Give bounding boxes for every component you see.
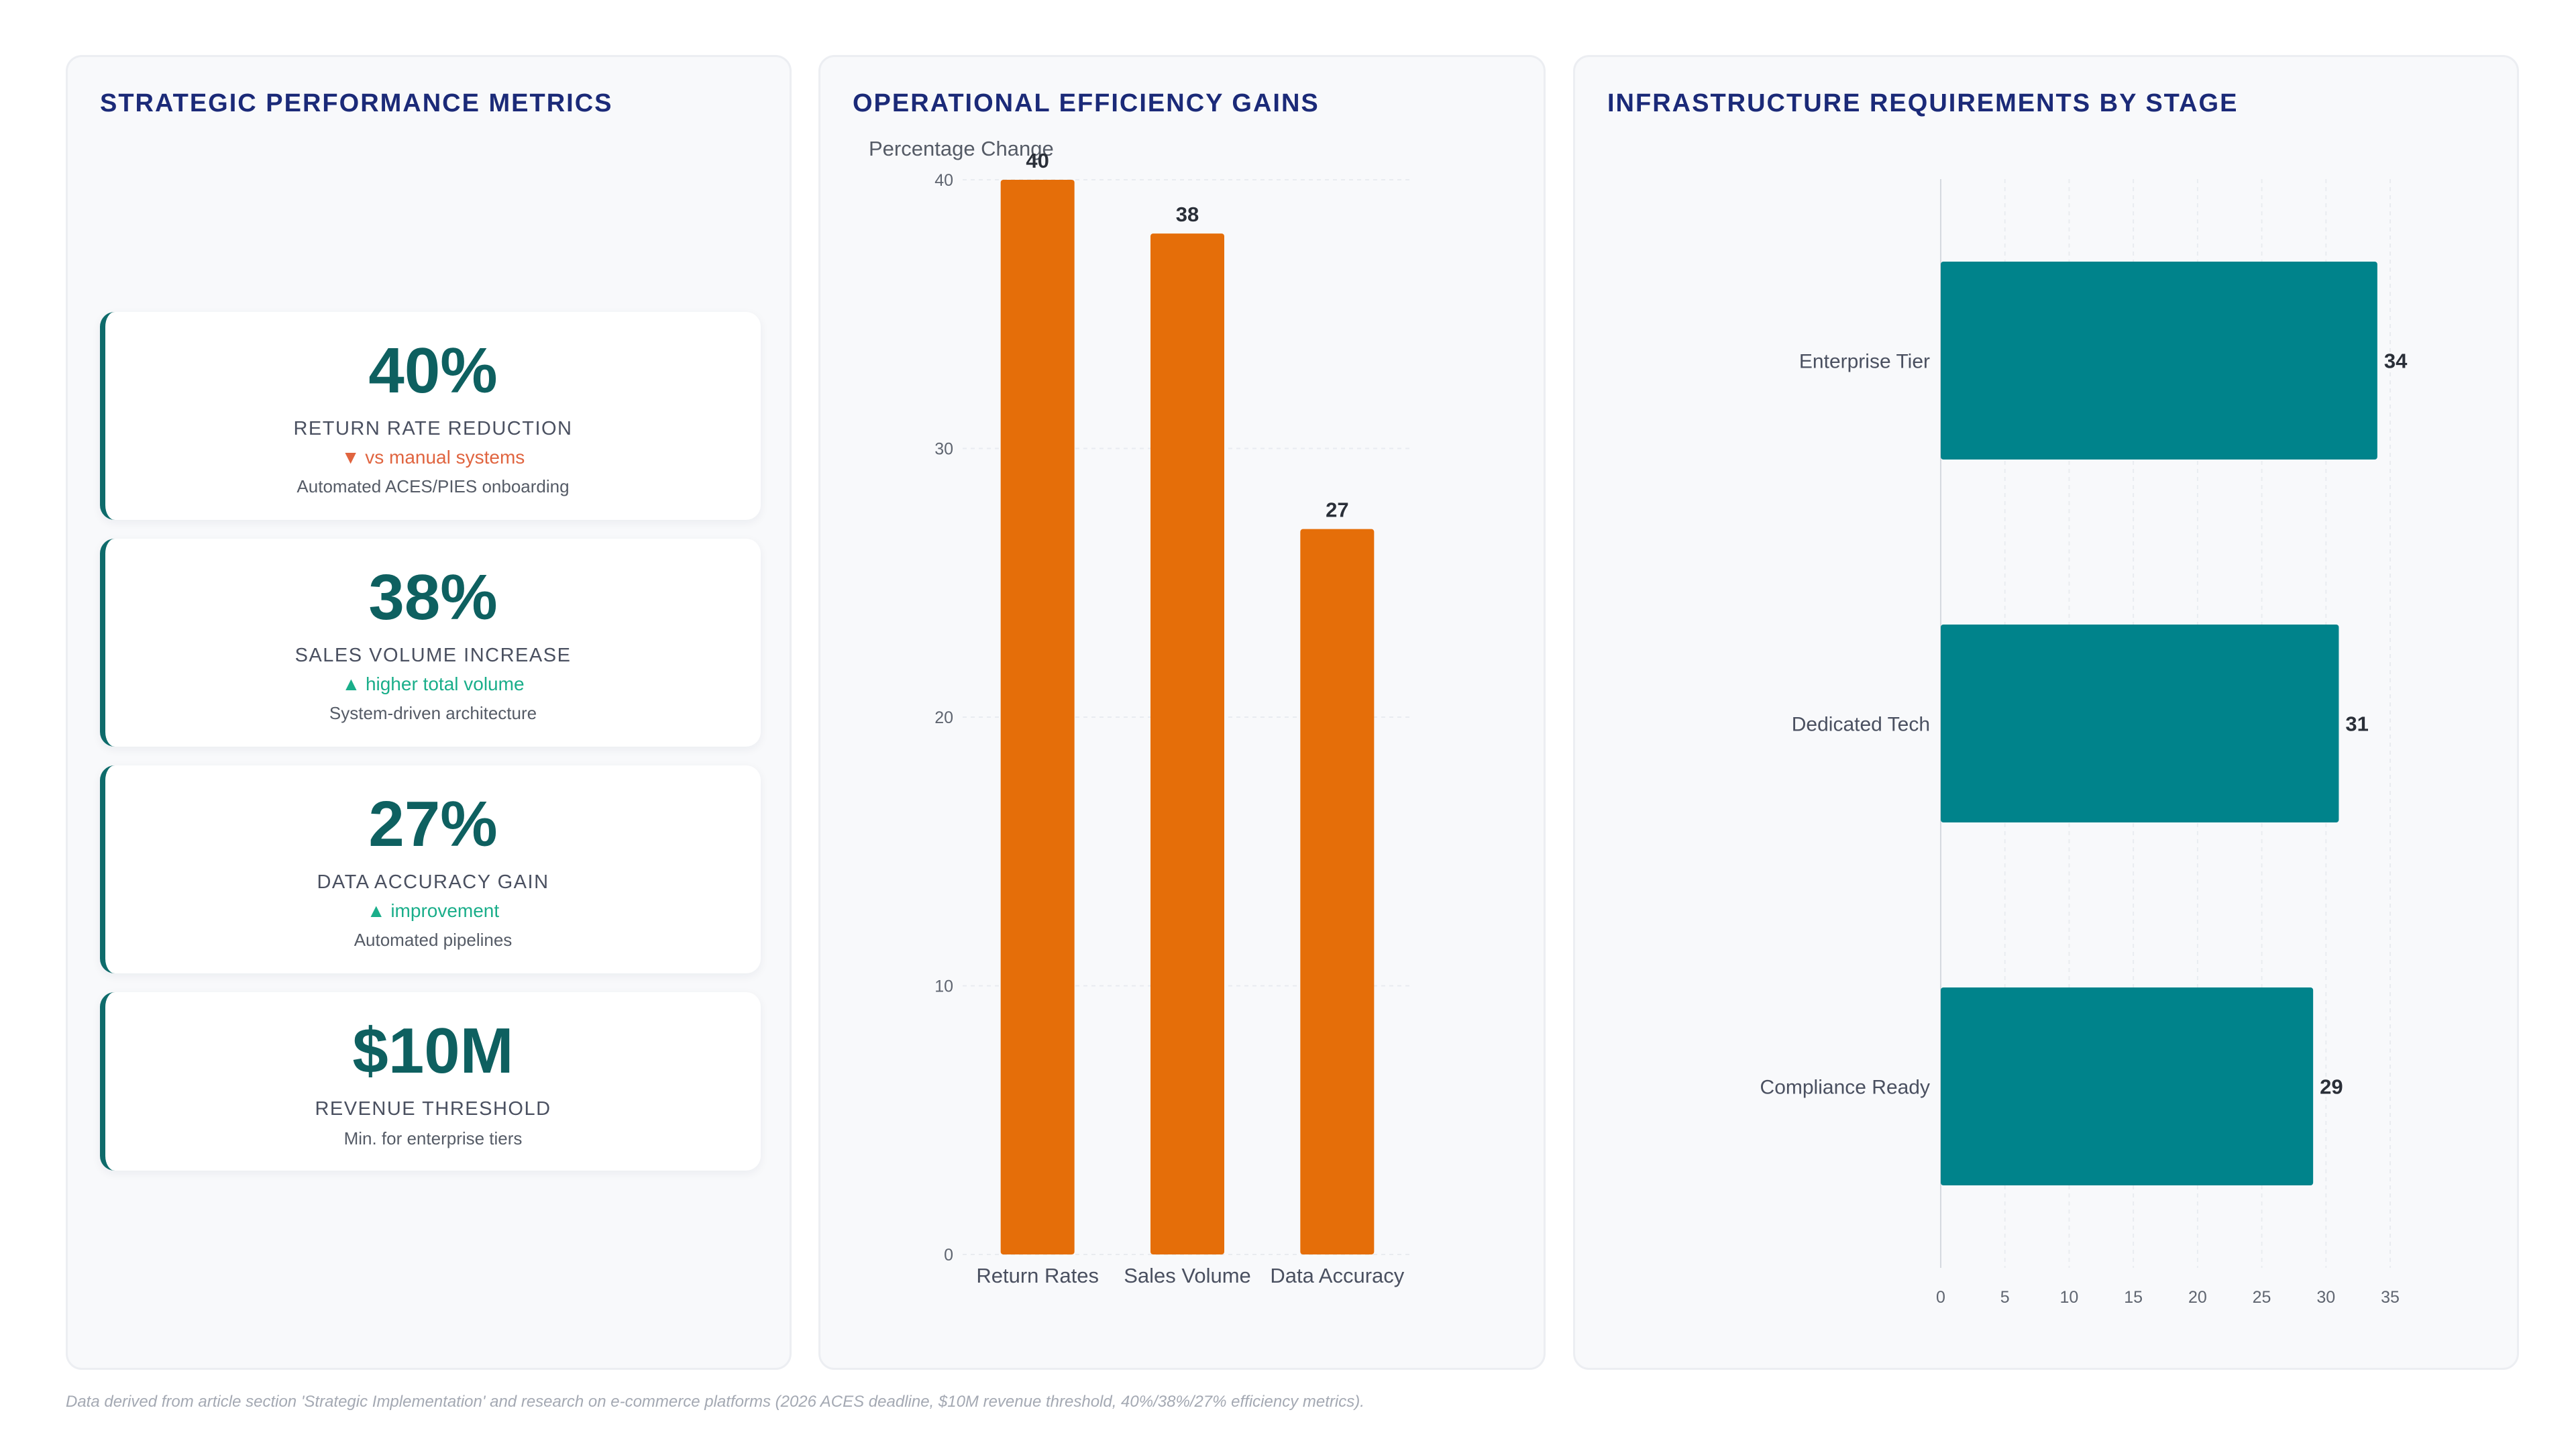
x-tick-label: 0 bbox=[1936, 1288, 1945, 1307]
bar-return-rates bbox=[1000, 180, 1075, 1254]
metric-trend: ▲ higher total volume bbox=[341, 674, 525, 694]
bar-enterprise-tier bbox=[1941, 262, 2377, 460]
efficiency-panel: OPERATIONAL EFFICIENCY GAINS Percentage … bbox=[818, 55, 1546, 1370]
x-tick-label: 10 bbox=[2060, 1288, 2079, 1307]
metric-card-revenue-threshold: $10M REVENUE THRESHOLD Min. for enterpri… bbox=[100, 992, 761, 1171]
y-tick-label: Enterprise Tier bbox=[1799, 351, 1930, 373]
data-label: 34 bbox=[2384, 350, 2408, 373]
bar-sales-volume bbox=[1150, 233, 1224, 1255]
data-label: 38 bbox=[1176, 203, 1199, 226]
infrastructure-bar-chart: 0 5 10 15 20 25 30 35 34 Enterprise Tier 31 Dedicat… bbox=[1760, 179, 2408, 1307]
bar-compliance-ready bbox=[1941, 987, 2314, 1185]
metric-label: RETURN RATE REDUCTION bbox=[293, 418, 573, 439]
metric-value: 40% bbox=[368, 335, 498, 407]
metrics-panel: STRATEGIC PERFORMANCE METRICS 40% RETURN… bbox=[66, 55, 792, 1370]
metric-value: 27% bbox=[368, 788, 498, 860]
metric-note: Min. for enterprise tiers bbox=[343, 1128, 523, 1148]
metric-label: DATA ACCURACY GAIN bbox=[317, 871, 549, 893]
x-tick-label: 5 bbox=[2000, 1288, 2010, 1307]
y-tick-label: 10 bbox=[934, 977, 953, 996]
x-tick-label: Sales Volume bbox=[1124, 1264, 1251, 1287]
infrastructure-panel-title: INFRASTRUCTURE REQUIREMENTS BY STAGE bbox=[1607, 89, 2239, 117]
metric-label: REVENUE THRESHOLD bbox=[315, 1098, 551, 1120]
x-tick-label: Data Accuracy bbox=[1270, 1264, 1404, 1287]
efficiency-panel-title: OPERATIONAL EFFICIENCY GAINS bbox=[853, 89, 1320, 117]
x-tick-label: 20 bbox=[2188, 1288, 2207, 1307]
bar-dedicated-tech bbox=[1941, 625, 2339, 822]
y-tick-label: 40 bbox=[934, 171, 953, 190]
efficiency-bar-chart: Percentage Change 0 10 20 30 40 40 Return Rates… bbox=[869, 137, 1412, 1287]
metrics-panel-title: STRATEGIC PERFORMANCE METRICS bbox=[100, 89, 613, 117]
metric-value: $10M bbox=[352, 1015, 514, 1087]
metric-note: Automated ACES/PIES onboarding bbox=[297, 476, 570, 496]
y-tick-label: 20 bbox=[934, 708, 953, 727]
bar-data-accuracy bbox=[1300, 529, 1375, 1254]
x-tick-label: Return Rates bbox=[976, 1264, 1099, 1287]
y-tick-label: 0 bbox=[944, 1246, 953, 1265]
data-label: 40 bbox=[1026, 149, 1049, 172]
footnote: Data derived from article section 'Strat… bbox=[66, 1393, 1364, 1411]
x-tick-label: 25 bbox=[2253, 1288, 2271, 1307]
x-tick-label: 30 bbox=[2316, 1288, 2335, 1307]
data-label: 31 bbox=[2345, 712, 2368, 736]
metric-trend: ▲ improvement bbox=[366, 900, 500, 921]
metric-value: 38% bbox=[368, 561, 498, 633]
infrastructure-panel: INFRASTRUCTURE REQUIREMENTS BY STAGE 0 5 1… bbox=[1573, 55, 2519, 1370]
metric-trend: ▼ vs manual systems bbox=[341, 447, 525, 468]
y-tick-label: Dedicated Tech bbox=[1792, 714, 1930, 736]
metric-label: SALES VOLUME INCREASE bbox=[294, 645, 572, 666]
metric-card-data-accuracy: 27% DATA ACCURACY GAIN ▲ improvement Aut… bbox=[100, 765, 761, 973]
data-label: 29 bbox=[2320, 1075, 2343, 1099]
metric-note: Automated pipelines bbox=[354, 930, 513, 950]
y-tick-label: Compliance Ready bbox=[1760, 1077, 1930, 1099]
metric-card-return-rate: 40% RETURN RATE REDUCTION ▼ vs manual sy… bbox=[100, 312, 761, 520]
data-label: 27 bbox=[1326, 498, 1348, 522]
x-tick-label: 15 bbox=[2124, 1288, 2143, 1307]
metric-card-sales-volume: 38% SALES VOLUME INCREASE ▲ higher total… bbox=[100, 539, 761, 747]
y-axis-label: Percentage Change bbox=[869, 137, 1054, 160]
y-tick-label: 30 bbox=[934, 440, 953, 459]
x-tick-label: 35 bbox=[2381, 1288, 2400, 1307]
metric-note: System-driven architecture bbox=[329, 703, 537, 723]
